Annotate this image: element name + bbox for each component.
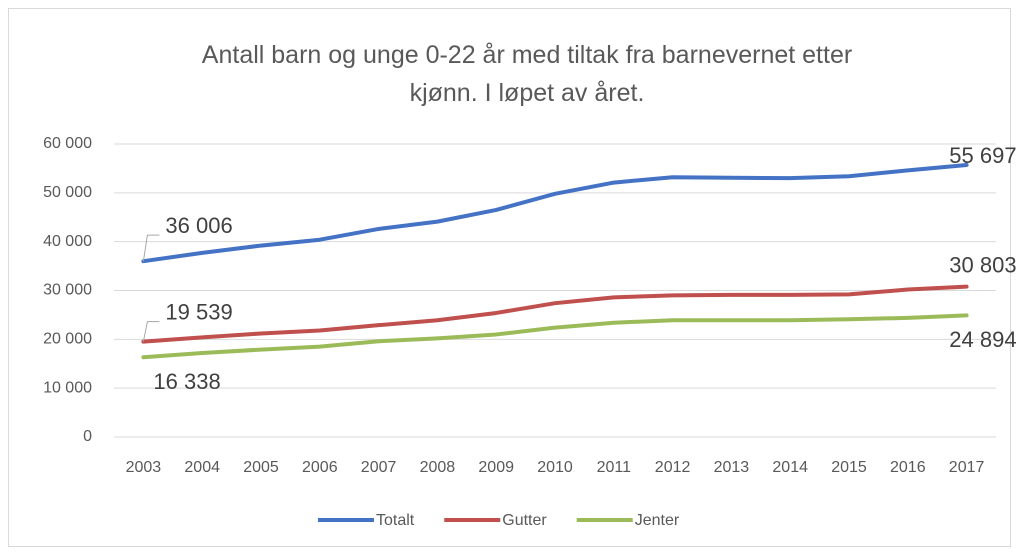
data-label: 24 894: [949, 327, 1016, 352]
x-tick-label: 2012: [655, 459, 691, 476]
y-tick-label: 40 000: [43, 233, 92, 250]
series-line: [141, 313, 969, 360]
x-tick-label: 2005: [243, 459, 279, 476]
x-tick-label: 2007: [361, 459, 397, 476]
x-tick-label: 2017: [949, 459, 985, 476]
label-leader: [142, 321, 160, 342]
y-tick-label: 10 000: [43, 379, 92, 396]
x-tick-label: 2011: [597, 459, 632, 476]
y-tick-label: 20 000: [43, 331, 92, 348]
x-tick-label: 2015: [831, 459, 867, 476]
x-tick-label: 2013: [714, 459, 750, 476]
x-tick-label: 2010: [537, 459, 573, 476]
data-label: 16 338: [153, 369, 220, 394]
y-tick-label: 60 000: [43, 135, 92, 152]
x-tick-label: 2008: [420, 459, 456, 476]
x-tick-label: 2003: [126, 459, 162, 476]
data-label: 30 803: [949, 252, 1016, 277]
legend-label: Jenter: [635, 512, 680, 529]
x-tick-label: 2014: [772, 459, 808, 476]
series-line: [141, 284, 969, 344]
y-tick-label: 50 000: [43, 184, 92, 201]
series-line: [141, 163, 969, 264]
chart-title: Antall barn og unge 0-22 år med tiltak f…: [201, 41, 853, 107]
label-leader: [142, 234, 160, 262]
x-tick-label: 2016: [890, 459, 926, 476]
legend-label: Gutter: [502, 512, 547, 529]
y-tick-label: 30 000: [43, 282, 92, 299]
x-tick-label: 2006: [302, 459, 338, 476]
data-label: 19 539: [165, 299, 232, 324]
legend-label: Totalt: [376, 512, 415, 529]
x-tick-label: 2009: [478, 459, 514, 476]
data-label: 36 006: [165, 213, 232, 238]
data-label: 55 697: [949, 143, 1016, 168]
y-tick-label: 0: [83, 428, 92, 445]
x-tick-label: 2004: [184, 459, 220, 476]
chart-border: [8, 8, 1011, 547]
